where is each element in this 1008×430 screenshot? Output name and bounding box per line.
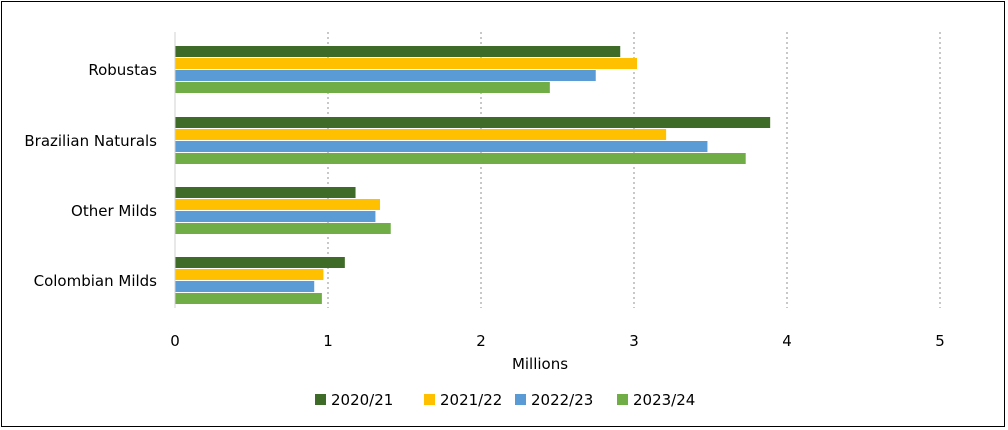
bars [175,46,771,304]
bar [175,223,391,234]
bar [175,117,771,128]
category-label: Robustas [88,61,157,79]
bar [175,70,596,81]
bar [175,129,667,140]
x-axis-title: Millions [512,355,568,373]
legend-label: 2022/23 [531,391,593,409]
x-axis: 0 1 2 3 4 5 [170,32,945,350]
bar [175,82,550,93]
bar [175,46,621,57]
bar [175,281,315,292]
bar [175,293,322,304]
x-tick-label: 4 [782,332,792,350]
bar [175,187,356,198]
x-tick-label: 2 [476,332,486,350]
x-tick-label: 5 [935,332,945,350]
legend-label: 2020/21 [331,391,393,409]
category-label: Other Milds [71,202,157,220]
legend-label: 2021/22 [440,391,502,409]
category-label: Colombian Milds [34,272,158,290]
legend-swatch [617,394,628,405]
bar [175,58,638,69]
legend-swatch [515,394,526,405]
legend-swatch [424,394,435,405]
x-tick-label: 1 [323,332,333,350]
x-tick-label: 0 [170,332,180,350]
bar [175,141,708,152]
bar [175,269,324,280]
bar [175,199,381,210]
x-tick-label: 3 [629,332,639,350]
bar [175,257,345,268]
bar [175,153,746,164]
legend-label: 2023/24 [633,391,695,409]
category-labels: Robustas Brazilian Naturals Other Milds Col… [24,61,157,290]
legend-swatch [315,394,326,405]
legend: 2020/21 2021/22 2022/23 2023/24 [315,391,695,409]
category-label: Brazilian Naturals [24,132,157,150]
bar [175,211,376,222]
